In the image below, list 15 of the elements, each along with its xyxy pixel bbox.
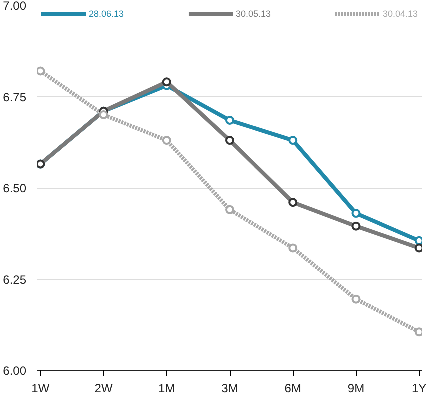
x-tick-label: 1M [158, 382, 176, 396]
x-tick-label: 2W [94, 382, 114, 396]
y-tick-label: 6.50 [3, 182, 27, 196]
x-tick-label: 1Y [412, 382, 427, 396]
y-tick-label: 7.00 [3, 0, 27, 13]
x-tick-label: 3M [222, 382, 238, 396]
legend-label: 28.06.13 [89, 9, 124, 19]
x-tick-label: 9M [348, 382, 365, 396]
x-tick-label: 6M [284, 382, 302, 396]
y-tick-label: 6.75 [3, 90, 27, 104]
x-tick-label: 1W [32, 382, 50, 396]
legend-label: 30.04.13 [382, 9, 418, 19]
legend-label: 30.05.13 [236, 9, 272, 19]
y-tick-label: 6.00 [3, 364, 27, 378]
y-tick-label: 6.25 [3, 272, 27, 287]
